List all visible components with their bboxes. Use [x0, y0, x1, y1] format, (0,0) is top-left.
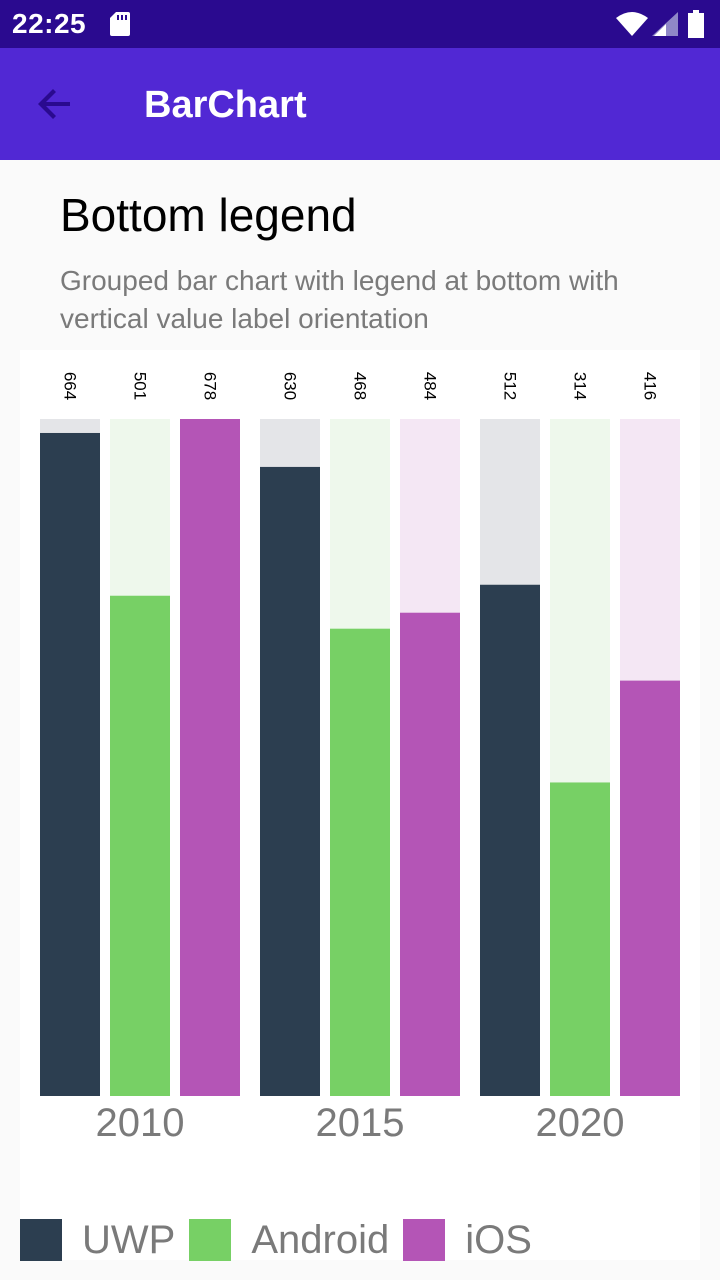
value-label-ios-2010: 678 — [201, 372, 220, 400]
battery-icon — [688, 10, 704, 38]
bar-uwp-2015[interactable] — [260, 466, 320, 1096]
app-title: BarChart — [144, 84, 307, 126]
page-description: Grouped bar chart with legend at bottom … — [60, 265, 619, 334]
legend-item-ios: iOS — [403, 1218, 532, 1263]
sd-card-icon — [110, 12, 130, 36]
value-label-uwp-2020: 512 — [501, 372, 520, 400]
value-label-uwp-2010: 664 — [61, 372, 80, 400]
legend-label-ios: iOS — [465, 1217, 532, 1262]
legend-item-uwp: UWP — [20, 1218, 175, 1263]
bar-android-2020[interactable] — [550, 782, 610, 1096]
legend-label-android: Android — [251, 1217, 390, 1262]
bar-chart-canvas: 664 501 678 2010 630 468 484 2015 512 314 416 2020 — [40, 372, 680, 1145]
bar-android-2015[interactable] — [330, 628, 390, 1096]
page-title: Bottom legend — [60, 189, 357, 241]
value-label-ios-2015: 484 — [421, 372, 440, 400]
value-label-android-2010: 501 — [131, 372, 150, 400]
bar-ios-2010[interactable] — [180, 419, 240, 1096]
bar-uwp-2020[interactable] — [480, 584, 540, 1096]
wifi-icon — [616, 12, 648, 36]
legend-label-uwp: UWP — [82, 1217, 176, 1262]
value-label-ios-2020: 416 — [641, 372, 660, 400]
bar-ios-2020[interactable] — [620, 680, 680, 1096]
category-label-2015: 2015 — [316, 1101, 405, 1145]
legend-item-android: Android — [189, 1218, 389, 1263]
category-label-2010: 2010 — [96, 1101, 185, 1145]
value-label-uwp-2015: 630 — [281, 372, 300, 400]
back-arrow-icon[interactable] — [28, 76, 84, 132]
legend-swatch-android — [189, 1219, 232, 1261]
legend-swatch-ios — [403, 1219, 446, 1261]
status-bar: 22:25 — [0, 0, 720, 48]
app-bar: BarChart — [0, 48, 720, 160]
bar-uwp-2010[interactable] — [40, 432, 100, 1096]
value-label-android-2015: 468 — [351, 372, 370, 400]
bar-android-2010[interactable] — [110, 595, 170, 1096]
value-label-android-2020: 314 — [571, 372, 590, 400]
chart-legend: UWP Android iOS — [20, 1210, 546, 1270]
category-label-2020: 2020 — [536, 1101, 625, 1145]
bar-ios-2015[interactable] — [400, 612, 460, 1096]
status-time: 22:25 — [12, 8, 87, 39]
signal-icon — [652, 12, 678, 36]
bar-chart: 664 501 678 2010 630 468 484 2015 512 314 416 2020 — [20, 350, 700, 1260]
legend-swatch-uwp — [20, 1219, 62, 1261]
